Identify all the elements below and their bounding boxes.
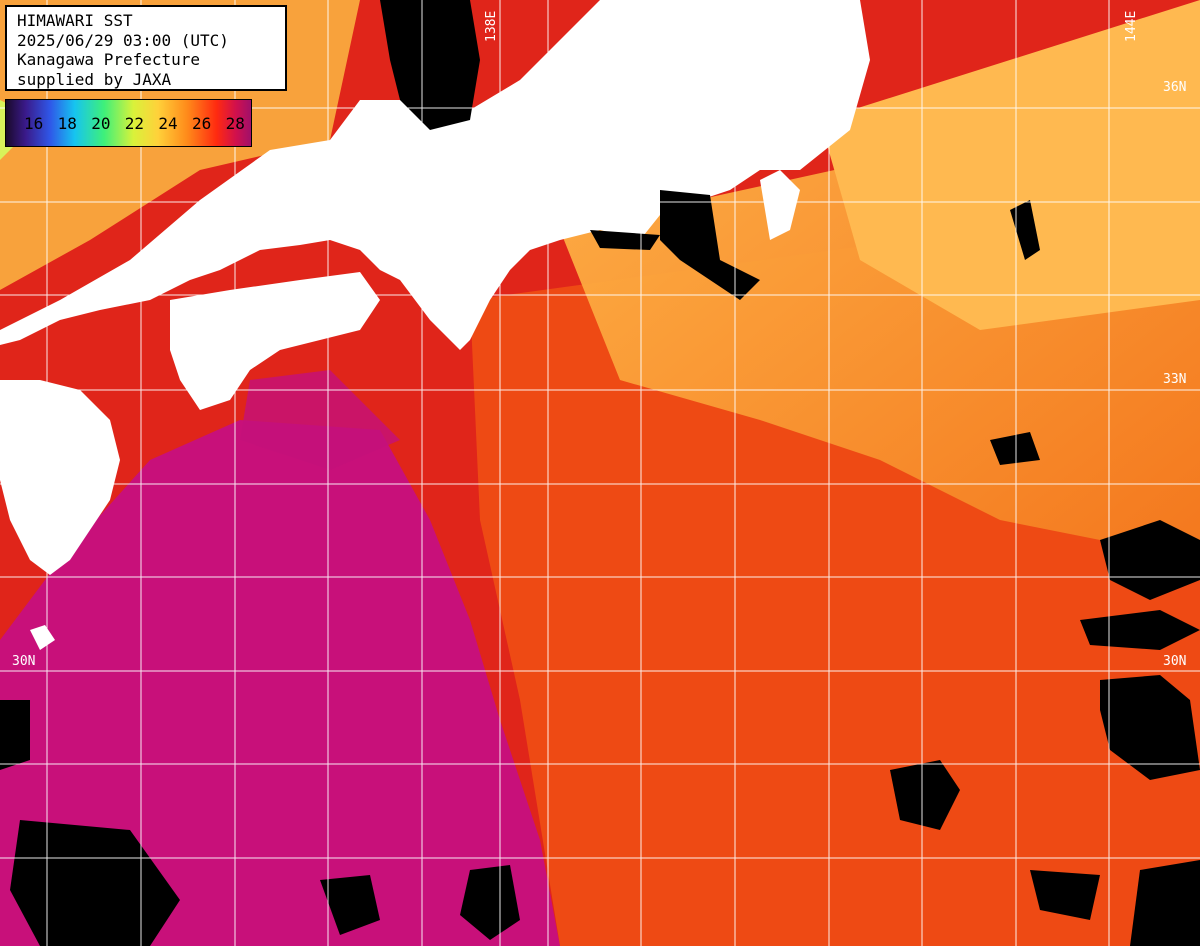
lat-label-36n: 36N [1163, 80, 1187, 95]
colorbar-label: 22 [124, 114, 145, 133]
colorbar-label: 20 [91, 114, 111, 133]
lat-label-30n-left: 30N [12, 654, 36, 669]
map-credit: supplied by JAXA [17, 69, 172, 89]
colorbar-labels: 16 18 20 22 24 26 28 [24, 114, 259, 133]
colorbar-label: 28 [225, 114, 245, 133]
ocean-magenta-zone [0, 420, 560, 946]
lon-label-144e: 144E [1124, 10, 1139, 42]
colorbar-label: 24 [158, 114, 178, 133]
sst-colorbar-legend: 16 18 20 22 24 26 28 [5, 99, 252, 147]
lat-label-30n-right: 30N [1163, 654, 1187, 669]
map-timestamp: 2025/06/29 03:00 (UTC) [17, 30, 229, 50]
colorbar-label: 26 [191, 114, 212, 133]
map-region: Kanagawa Prefecture [17, 50, 201, 69]
lon-label-138e: 138E [484, 10, 499, 42]
map-info-box: HIMAWARI SST 2025/06/29 03:00 (UTC) Kana… [5, 5, 287, 91]
colorbar-label: 16 [24, 114, 44, 133]
lat-label-33n: 33N [1163, 372, 1187, 387]
land-izu-peninsula [760, 170, 800, 240]
ocean-magenta-zone-2 [240, 370, 400, 470]
land-honshu [0, 0, 870, 350]
land-kyushu [0, 380, 120, 575]
map-title: HIMAWARI SST [17, 11, 133, 30]
land-tanegashima [30, 625, 55, 650]
ocean-cool-zone-2 [820, 0, 1200, 330]
colorbar-label: 18 [57, 114, 77, 133]
